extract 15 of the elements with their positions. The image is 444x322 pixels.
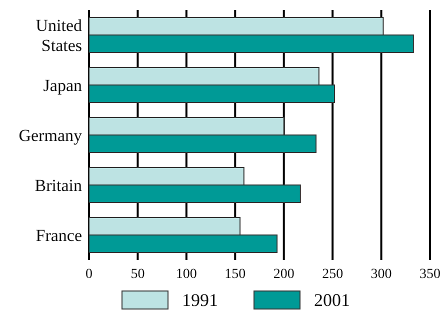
y-tick-label: France (36, 226, 82, 245)
x-tick-label: 250 (322, 266, 344, 282)
legend-label: 1991 (182, 290, 218, 310)
x-tick-label: 300 (370, 266, 392, 282)
x-tick-label: 350 (420, 266, 440, 282)
x-tick-label: 100 (176, 266, 197, 282)
y-tick-label: Germany (18, 126, 82, 145)
x-tick-label: 0 (86, 266, 92, 282)
y-tick-label: Britain (34, 176, 82, 195)
legend-label: 2001 (314, 290, 350, 310)
x-tick-label: 200 (273, 266, 294, 282)
x-tick-label: 150 (224, 266, 246, 282)
x-tick-label: 50 (130, 266, 145, 282)
y-tick-label: United States (36, 16, 82, 55)
y-tick-label: Japan (43, 76, 82, 95)
